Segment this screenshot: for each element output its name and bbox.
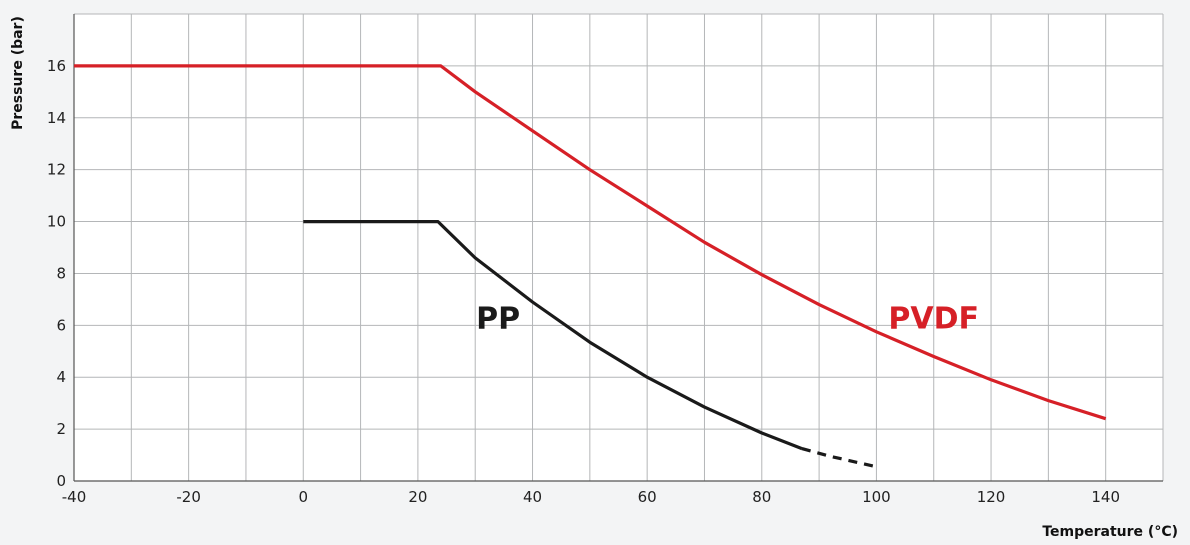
x-tick-label: -40 xyxy=(62,488,87,506)
y-tick-label: 8 xyxy=(56,264,66,282)
plot-area xyxy=(74,14,1163,481)
y-axis-ticks: 0 2 4 6 8 10 12 14 16 xyxy=(47,57,66,490)
x-tick-label: -20 xyxy=(176,488,201,506)
series-label-pvdf: PVDF xyxy=(888,302,979,337)
x-tick-label: 140 xyxy=(1091,488,1120,506)
x-tick-label: 20 xyxy=(408,488,427,506)
y-tick-label: 12 xyxy=(47,161,66,179)
y-axis-title: Pressure (bar) xyxy=(10,16,26,130)
x-tick-label: 100 xyxy=(862,488,891,506)
series-line-pvdf xyxy=(74,64,1107,421)
y-tick-label: 4 xyxy=(56,368,66,386)
y-tick-label: 6 xyxy=(56,316,66,334)
series-labels: PP PVDF xyxy=(476,302,979,337)
x-tick-label: 60 xyxy=(638,488,657,506)
series-lines xyxy=(74,64,1107,469)
y-tick-label: 10 xyxy=(47,213,66,231)
grid xyxy=(73,13,1164,482)
x-tick-label: 40 xyxy=(523,488,542,506)
y-tick-label: 0 xyxy=(56,472,66,490)
y-tick-label: 16 xyxy=(47,57,66,75)
series-line-pp xyxy=(303,220,803,451)
x-axis-title: Temperature (°C) xyxy=(1042,524,1178,540)
y-tick-label: 2 xyxy=(56,420,66,438)
series-label-pp: PP xyxy=(476,302,520,337)
x-tick-label: 120 xyxy=(977,488,1006,506)
x-tick-label: 80 xyxy=(752,488,771,506)
x-axis-ticks: -40 -20 0 20 40 60 80 100 120 140 xyxy=(62,488,1120,506)
x-tick-label: 0 xyxy=(298,488,308,506)
y-tick-label: 14 xyxy=(47,109,66,127)
